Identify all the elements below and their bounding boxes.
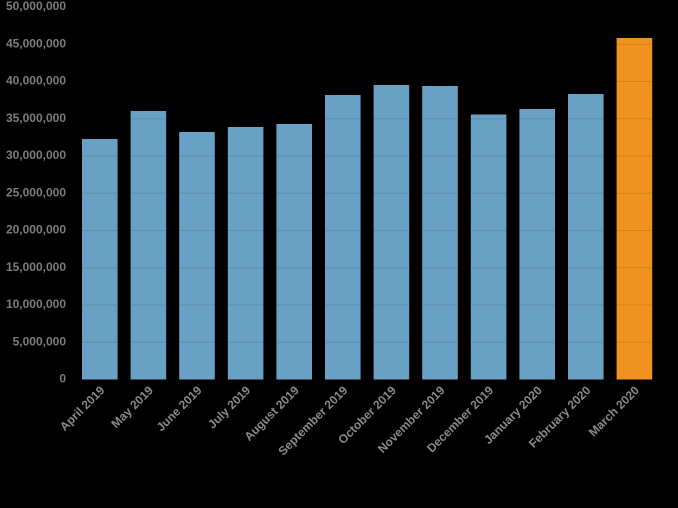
svg-text:40,000,000: 40,000,000 <box>6 74 66 88</box>
svg-text:5,000,000: 5,000,000 <box>13 334 67 348</box>
svg-text:45,000,000: 45,000,000 <box>6 36 66 50</box>
svg-text:15,000,000: 15,000,000 <box>6 260 66 274</box>
svg-text:50,000,000: 50,000,000 <box>6 0 66 13</box>
svg-text:10,000,000: 10,000,000 <box>6 297 66 311</box>
svg-text:30,000,000: 30,000,000 <box>6 148 66 162</box>
svg-text:25,000,000: 25,000,000 <box>6 185 66 199</box>
svg-text:35,000,000: 35,000,000 <box>6 111 66 125</box>
svg-text:20,000,000: 20,000,000 <box>6 223 66 237</box>
svg-text:0: 0 <box>59 372 66 386</box>
